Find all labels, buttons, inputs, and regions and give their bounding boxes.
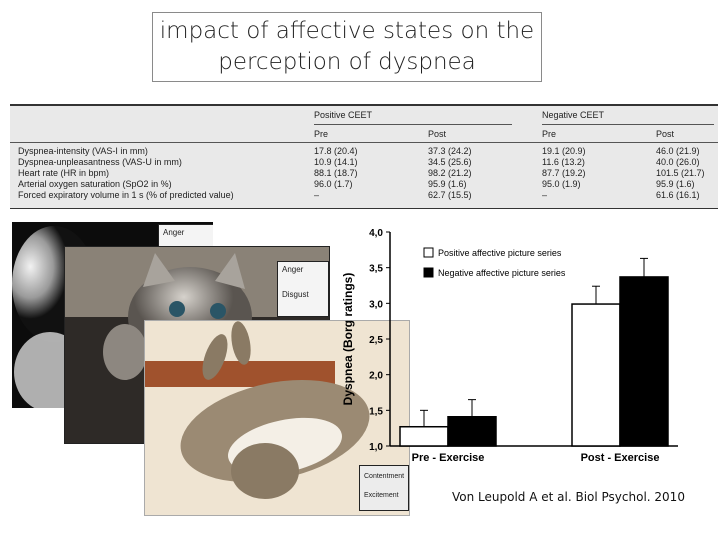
- table-row: Dyspnea-unpleasantness (VAS-U in mm) 10.…: [10, 157, 718, 169]
- cell: 87.7 (19.2): [542, 168, 586, 178]
- x-category-label: Post - Exercise: [581, 452, 660, 464]
- title-line-1: impact of affective states on the: [159, 18, 535, 44]
- cell: 95.9 (1.6): [428, 179, 467, 189]
- table-rule: [10, 142, 718, 143]
- table-row: Forced expiratory volume in 1 s (% of pr…: [10, 190, 718, 202]
- bar-positive-pre: [399, 425, 449, 447]
- x-category-label: Pre - Exercise: [412, 452, 485, 464]
- table-row: Heart rate (HR in bpm) 88.1 (18.7) 98.2 …: [10, 168, 718, 180]
- scale-label-anger: Anger: [163, 228, 185, 237]
- legend-swatch: [423, 267, 434, 278]
- emotion-scale: Contentment Excitement: [359, 465, 409, 511]
- y-tick-label: 3,0: [369, 299, 383, 310]
- y-tick-label: 2,0: [369, 371, 383, 382]
- subheader-pos-post: Post: [428, 129, 447, 139]
- cell: 88.1 (18.7): [314, 168, 358, 178]
- header-negative-ceet: Negative CEET: [542, 110, 605, 120]
- table-row: Arterial oxygen saturation (SpO2 in %) 9…: [10, 179, 718, 191]
- cell: 95.0 (1.9): [542, 179, 581, 189]
- scale-label-excitement: Excitement: [364, 492, 399, 499]
- cell: 17.8 (20.4): [314, 146, 358, 156]
- y-tick-label: 1,5: [369, 406, 383, 417]
- cell: 11.6 (13.2): [542, 157, 585, 167]
- scale-label-anger: Anger: [282, 265, 304, 274]
- bar-positive-post: [571, 303, 621, 447]
- legend-label: Positive affective picture series: [438, 248, 562, 258]
- row-label: Forced expiratory volume in 1 s (% of pr…: [18, 190, 234, 200]
- citation: Von Leupold A et al. Biol Psychol. 2010: [452, 490, 685, 504]
- legend-swatch: [423, 247, 434, 258]
- dyspnea-bar-chart: 1,0 1,5 2,0 2,5 3,0 3,5 4,0 Dyspnea (Borg ratin…: [341, 228, 678, 464]
- scale-label-contentment: Contentment: [364, 473, 405, 480]
- cell: –: [314, 190, 320, 200]
- title-line-2: perception of dyspnea: [218, 49, 476, 75]
- cell: 19.1 (20.9): [542, 146, 586, 156]
- cell: 10.9 (14.1): [314, 157, 358, 167]
- bar-negative-pre: [447, 416, 497, 447]
- cell: –: [542, 190, 548, 200]
- results-table: Positive CEET Negative CEET Pre Post Pre…: [10, 104, 718, 209]
- y-axis-label: Dyspnea (Borg ratings): [341, 273, 355, 406]
- subheader-pos-pre: Pre: [314, 129, 329, 139]
- row-label: Heart rate (HR in bpm): [18, 168, 110, 178]
- y-tick-label: 1,0: [369, 442, 383, 453]
- cell: 96.0 (1.7): [314, 179, 353, 189]
- table-row: Dyspnea-intensity (VAS-I in mm) 17.8 (20…: [10, 146, 718, 158]
- cell: 40.0 (26.0): [656, 157, 700, 167]
- header-positive-ceet: Positive CEET: [314, 110, 373, 120]
- cell: 98.2 (21.2): [428, 168, 472, 178]
- row-label: Dyspnea-unpleasantness (VAS-U in mm): [18, 157, 182, 167]
- cell: 34.5 (25.6): [428, 157, 472, 167]
- stimulus-photo-cat: Contentment Excitement: [144, 320, 410, 516]
- header-rule-positive: [314, 124, 512, 125]
- cell: 61.6 (16.1): [656, 190, 700, 200]
- subheader-neg-post: Post: [656, 129, 675, 139]
- cell: 46.0 (21.9): [656, 146, 700, 156]
- header-rule-negative: [542, 124, 714, 125]
- cell: 62.7 (15.5): [428, 190, 472, 200]
- y-tick-label: 4,0: [369, 228, 383, 239]
- legend-label: Negative affective picture series: [438, 268, 566, 278]
- y-tick-label: 2,5: [369, 335, 383, 346]
- row-label: Arterial oxygen saturation (SpO2 in %): [18, 179, 172, 189]
- cell: 95.9 (1.6): [656, 179, 695, 189]
- cell: 37.3 (24.2): [428, 146, 472, 156]
- scale-label-disgust: Disgust: [282, 290, 309, 299]
- subheader-neg-pre: Pre: [542, 129, 557, 139]
- y-tick-label: 3,5: [369, 264, 383, 275]
- cell: 101.5 (21.7): [656, 168, 705, 178]
- row-label: Dyspnea-intensity (VAS-I in mm): [18, 146, 148, 156]
- slide-title: impact of affective states on the percep…: [152, 12, 542, 82]
- emotion-scale: Anger Disgust: [277, 261, 329, 317]
- bar-negative-post: [619, 276, 669, 447]
